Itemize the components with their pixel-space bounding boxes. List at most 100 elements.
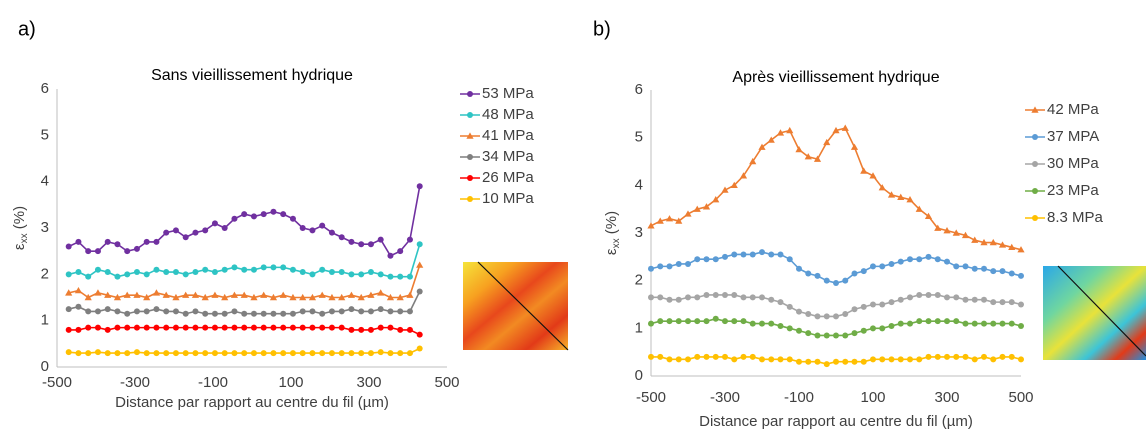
- marker: [796, 327, 802, 334]
- marker: [358, 308, 365, 315]
- marker: [182, 291, 190, 298]
- marker: [406, 291, 414, 298]
- marker: [971, 236, 979, 243]
- marker: [406, 236, 413, 243]
- legend-label: 34 MPa: [482, 148, 534, 165]
- marker: [250, 324, 257, 331]
- x-tick-label: 100: [278, 374, 303, 391]
- marker: [657, 294, 664, 301]
- marker: [94, 266, 101, 273]
- marker: [944, 294, 950, 301]
- marker: [953, 318, 960, 325]
- marker: [1017, 246, 1025, 253]
- marker: [823, 361, 830, 368]
- marker: [740, 294, 747, 301]
- marker: [153, 324, 160, 331]
- marker: [406, 273, 413, 280]
- y-tick-label: 3: [635, 224, 643, 241]
- marker: [897, 258, 904, 265]
- marker: [192, 324, 199, 331]
- marker: [299, 308, 306, 315]
- y-label-sub: xx: [19, 233, 30, 243]
- chart-panel: b) Après vieillissement hydrique 0 1 2 3 4 5 6 -5…: [593, 18, 1104, 430]
- marker: [133, 269, 140, 276]
- marker: [270, 324, 277, 331]
- marker: [84, 293, 92, 301]
- marker: [805, 330, 812, 337]
- marker: [934, 318, 941, 325]
- marker: [694, 353, 701, 360]
- x-tick-label: -100: [198, 374, 228, 391]
- marker: [795, 145, 803, 153]
- marker: [971, 296, 978, 303]
- legend-marker: [1031, 106, 1039, 113]
- marker: [648, 353, 654, 360]
- marker: [416, 331, 423, 338]
- marker: [925, 291, 932, 298]
- marker: [299, 293, 307, 301]
- marker: [925, 353, 932, 360]
- legend-label: 41 MPa: [482, 127, 534, 144]
- marker: [231, 264, 238, 271]
- marker: [665, 215, 674, 222]
- marker: [202, 324, 209, 331]
- marker: [739, 172, 748, 179]
- marker: [860, 303, 867, 310]
- marker: [980, 238, 988, 246]
- marker: [65, 349, 72, 356]
- marker: [163, 229, 170, 236]
- x-tick-label: -100: [784, 389, 814, 406]
- marker: [712, 315, 719, 322]
- marker: [104, 291, 112, 298]
- marker: [805, 358, 812, 365]
- marker: [221, 293, 229, 301]
- legend-marker: [1032, 134, 1038, 140]
- legend-label: 48 MPa: [482, 106, 534, 123]
- marker: [916, 256, 923, 263]
- y-tick-label: 0: [41, 358, 49, 375]
- marker: [962, 296, 969, 303]
- marker: [703, 291, 710, 298]
- marker: [805, 270, 812, 277]
- marker: [944, 318, 950, 325]
- marker: [999, 320, 1006, 327]
- marker: [805, 311, 812, 318]
- y-tick-label: 1: [635, 319, 643, 336]
- marker: [367, 291, 375, 298]
- marker: [338, 269, 345, 276]
- marker: [731, 291, 738, 298]
- marker: [759, 249, 765, 256]
- marker: [675, 356, 682, 363]
- marker: [182, 310, 189, 317]
- marker: [65, 271, 72, 278]
- marker: [309, 350, 316, 357]
- marker: [367, 326, 374, 333]
- marker: [75, 269, 82, 276]
- marker: [231, 215, 238, 222]
- marker: [971, 356, 978, 363]
- marker: [768, 296, 775, 303]
- marker: [65, 306, 72, 313]
- marker: [722, 291, 728, 298]
- marker: [309, 324, 316, 331]
- marker: [124, 271, 131, 278]
- marker: [1008, 270, 1015, 277]
- marker: [358, 271, 365, 278]
- inset-a: [463, 261, 569, 351]
- marker: [348, 326, 355, 333]
- x-tick-label: -500: [636, 389, 666, 406]
- marker: [944, 258, 950, 265]
- legend-label: 53 MPa: [482, 85, 534, 102]
- marker: [309, 227, 316, 234]
- y-tick-label: 2: [41, 265, 49, 282]
- marker: [999, 268, 1006, 275]
- marker: [907, 294, 913, 301]
- marker: [397, 308, 404, 315]
- marker: [192, 308, 199, 315]
- marker: [348, 271, 355, 278]
- marker: [338, 234, 345, 241]
- marker: [231, 350, 238, 357]
- legend-label: 10 MPa: [482, 190, 534, 207]
- marker: [897, 296, 904, 303]
- marker: [75, 326, 82, 333]
